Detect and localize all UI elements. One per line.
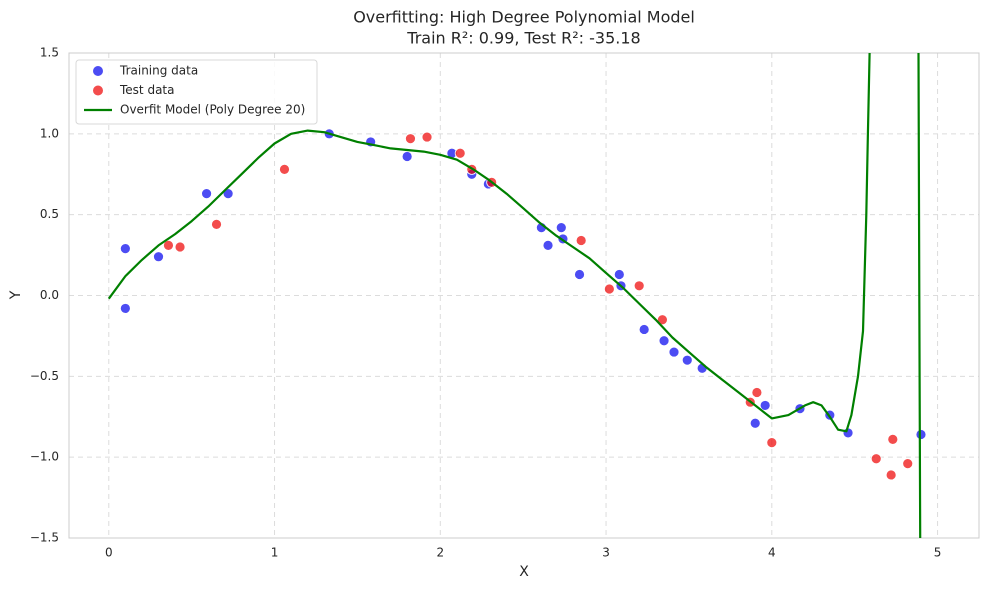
x-tick-label: 4 bbox=[768, 546, 776, 560]
data-point bbox=[542, 239, 554, 251]
data-point bbox=[421, 131, 433, 143]
legend-swatch bbox=[93, 85, 103, 96]
x-axis-label: X bbox=[519, 564, 529, 580]
y-tick-label: 1.5 bbox=[40, 46, 59, 60]
data-point bbox=[575, 235, 587, 246]
data-point bbox=[885, 469, 897, 481]
data-point bbox=[915, 429, 927, 440]
x-tick-label: 3 bbox=[602, 546, 610, 560]
data-point bbox=[613, 269, 625, 280]
data-point bbox=[211, 218, 222, 230]
data-point bbox=[658, 335, 670, 347]
legend-label: Training data bbox=[119, 64, 198, 78]
data-point bbox=[163, 239, 174, 251]
data-point bbox=[574, 269, 585, 280]
data-point bbox=[119, 243, 131, 255]
data-point bbox=[405, 133, 416, 145]
data-point bbox=[657, 314, 668, 326]
x-tick-label: 1 bbox=[271, 546, 279, 560]
y-tick-label: 0.0 bbox=[40, 288, 59, 302]
data-point bbox=[153, 251, 164, 263]
legend-box bbox=[75, 59, 318, 125]
plot-area bbox=[107, 53, 927, 538]
data-point bbox=[633, 280, 645, 292]
y-tick-label: −0.5 bbox=[30, 369, 59, 383]
data-point bbox=[887, 433, 899, 445]
plot-frame bbox=[68, 52, 980, 539]
data-point bbox=[454, 147, 466, 159]
model-line bbox=[107, 53, 922, 538]
data-point bbox=[174, 241, 186, 253]
legend-label: Test data bbox=[119, 83, 174, 97]
y-tick-label: 0.5 bbox=[40, 207, 59, 221]
y-axis-label: Y bbox=[8, 290, 24, 300]
data-point bbox=[902, 458, 914, 470]
chart-subtitle: Train R²: 0.99, Test R²: -35.18 bbox=[406, 29, 640, 48]
legend-swatch bbox=[93, 66, 103, 76]
x-tick-label: 2 bbox=[436, 546, 444, 560]
y-tick-label: 1.0 bbox=[40, 126, 59, 140]
data-point bbox=[870, 453, 882, 465]
data-point bbox=[279, 163, 290, 175]
y-tick-label: −1.5 bbox=[30, 531, 59, 545]
data-point bbox=[401, 151, 413, 162]
data-point bbox=[766, 437, 778, 449]
data-point bbox=[681, 354, 693, 366]
data-point bbox=[759, 400, 771, 411]
x-tick-label: 0 bbox=[105, 546, 113, 560]
data-point bbox=[555, 222, 567, 234]
data-point bbox=[749, 417, 761, 429]
data-point bbox=[119, 303, 131, 314]
data-point bbox=[638, 324, 650, 335]
data-point bbox=[603, 283, 615, 295]
data-point bbox=[751, 387, 763, 398]
x-tick-label: 5 bbox=[934, 546, 942, 560]
legend-label: Overfit Model (Poly Degree 20) bbox=[120, 103, 305, 117]
y-tick-label: −1.0 bbox=[30, 450, 59, 464]
chart-title: Overfitting: High Degree Polynomial Mode… bbox=[353, 8, 695, 27]
data-point bbox=[201, 188, 212, 200]
data-point bbox=[668, 346, 680, 358]
